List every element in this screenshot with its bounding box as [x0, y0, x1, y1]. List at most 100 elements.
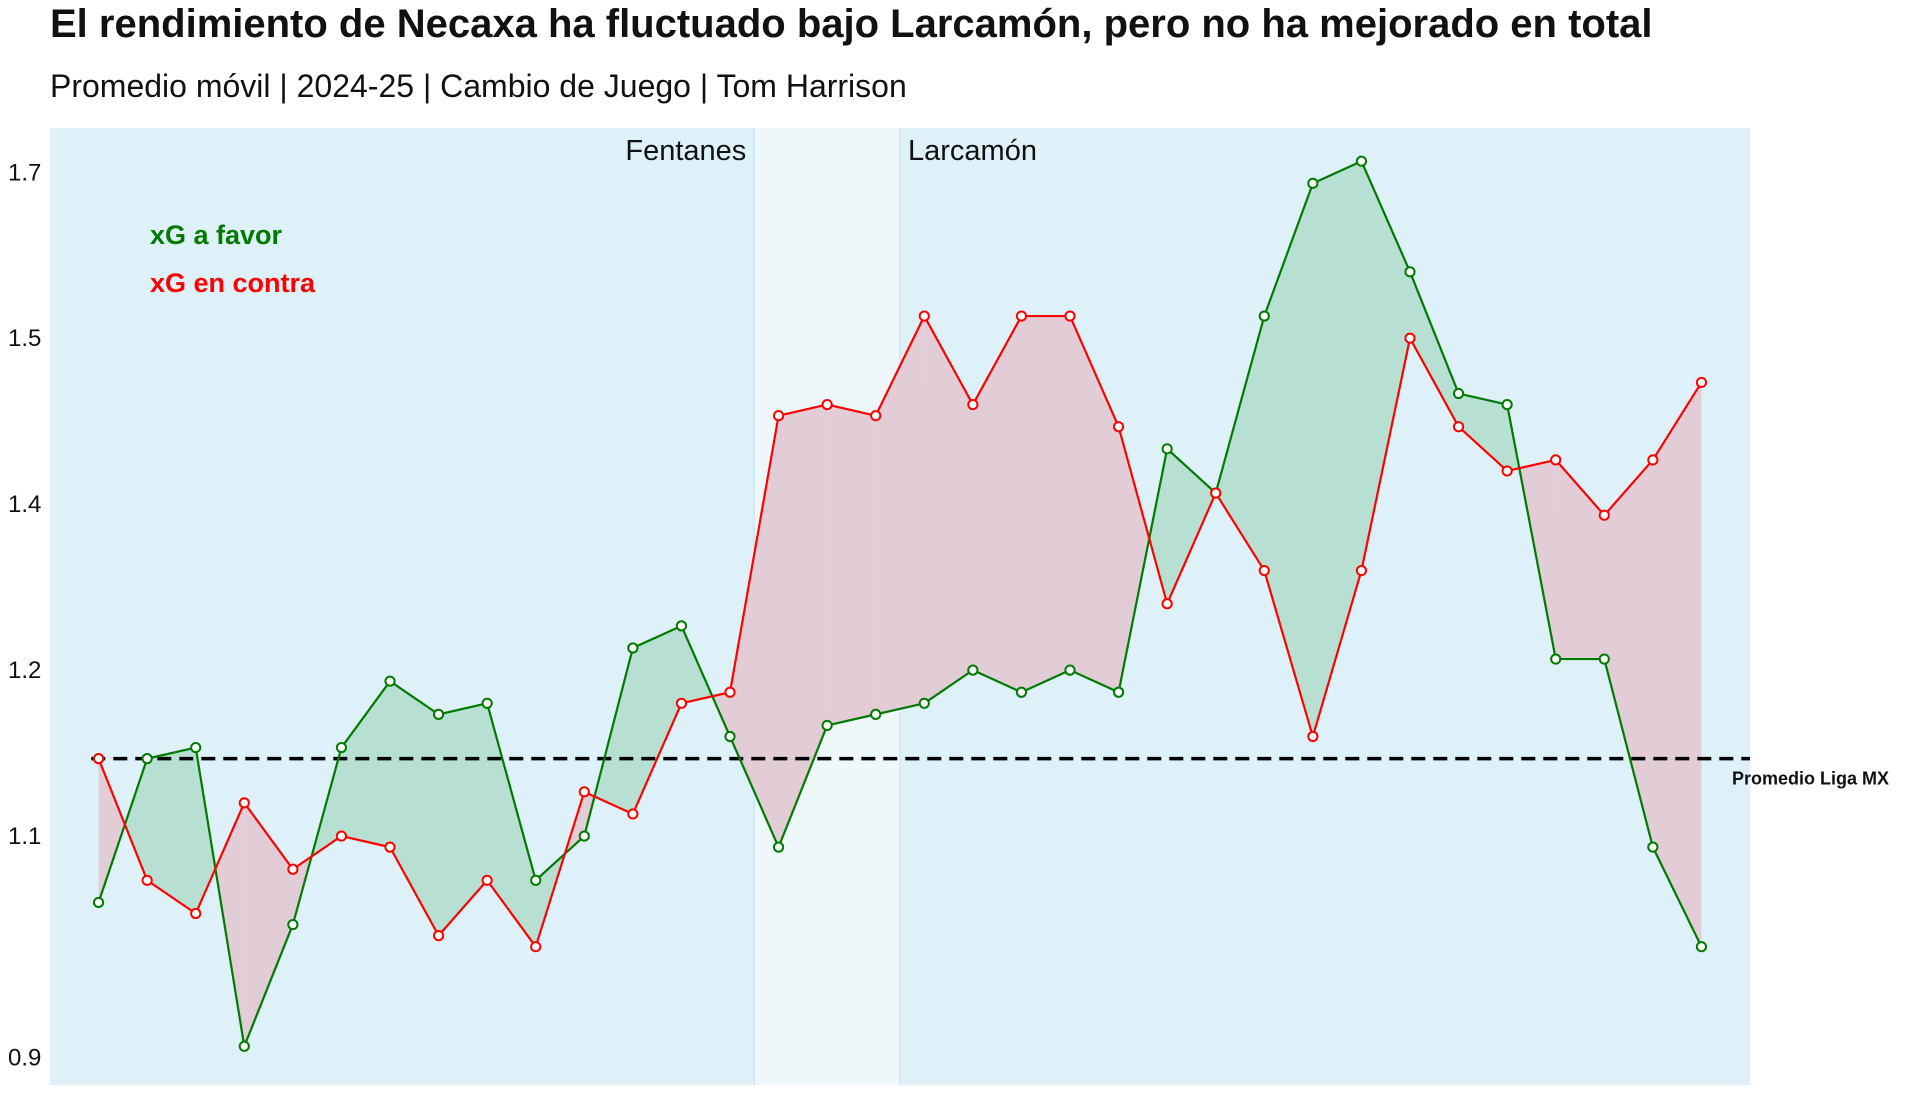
point-xg-en-contra-34: [1695, 376, 1708, 389]
legend-item-xg-a-favor: xG a favor: [150, 220, 283, 250]
legend-item-xg-en-contra: xG en contra: [150, 268, 316, 298]
area-segment-9: [487, 703, 536, 947]
area-segment-29: [1458, 393, 1508, 471]
point-xg-a-favor-9: [481, 697, 493, 709]
point-xg-a-favor-20: [1015, 686, 1028, 698]
area-segment-7: [390, 681, 439, 936]
point-xg-a-favor-8: [432, 708, 445, 720]
point-xg-a-favor-4: [238, 1040, 250, 1052]
area-segment-3a: [195, 747, 216, 914]
point-xg-en-contra-8: [432, 930, 445, 942]
point-xg-en-contra-20: [1015, 310, 1028, 322]
area-segment-14: [730, 415, 779, 848]
point-xg-en-contra-6: [335, 830, 348, 842]
area-segment-1a: [98, 758, 125, 903]
point-xg-en-contra-28: [1404, 332, 1416, 344]
area-segment-20: [1021, 316, 1070, 693]
point-xg-en-contra-22: [1112, 421, 1125, 433]
point-xg-en-contra-29: [1452, 421, 1465, 433]
y-tick-label-3: 1.2: [8, 657, 41, 684]
area-segment-15: [778, 404, 828, 848]
point-xg-a-favor-6: [335, 741, 348, 754]
point-xg-en-contra-16: [821, 398, 833, 411]
point-xg-en-contra-18: [918, 310, 930, 322]
point-xg-en-contra-25: [1258, 564, 1270, 577]
y-tick-label-4: 1.4: [8, 491, 41, 518]
area-segment-21: [1070, 316, 1119, 693]
area-segment-31: [1555, 459, 1605, 660]
point-xg-a-favor-2: [141, 753, 153, 765]
point-xg-en-contra-10: [530, 941, 542, 953]
point-xg-en-contra-32: [1598, 509, 1610, 521]
point-xg-a-favor-33: [1647, 841, 1659, 853]
chart-subtitle: Promedio móvil | 2024-25 | Cambio de Jue…: [50, 68, 907, 104]
area-segment-32: [1604, 459, 1653, 848]
y-tick-label-5: 1.5: [8, 325, 41, 352]
point-xg-a-favor-16: [821, 719, 833, 732]
point-xg-en-contra-13: [675, 697, 688, 709]
point-xg-en-contra-4: [238, 797, 250, 809]
y-axis: 0.9 1.1 1.2 1.4 1.5 1.7: [8, 159, 41, 1071]
point-xg-a-favor-18: [918, 697, 930, 709]
area-segment-27: [1361, 161, 1410, 571]
point-xg-a-favor-25: [1258, 310, 1270, 322]
reference-line-group: Promedio Liga MX: [91, 756, 1889, 789]
point-xg-en-contra-21: [1064, 310, 1076, 322]
period-label-fentanes: Fentanes: [625, 135, 746, 167]
series-line-xg-a-favor: [97, 160, 1703, 1048]
area-segment-18: [924, 316, 973, 704]
area-segment-22b: [1149, 448, 1168, 604]
point-xg-a-favor-29: [1452, 387, 1465, 400]
point-xg-a-favor-13: [675, 620, 688, 632]
chart-title: El rendimiento de Necaxa ha fluctuado ba…: [50, 2, 1653, 46]
point-xg-a-favor-32: [1598, 653, 1610, 665]
point-xg-en-contra-9: [481, 874, 493, 886]
series-lines: [97, 160, 1703, 1048]
point-xg-en-contra-3: [190, 907, 202, 920]
point-xg-a-favor-17: [870, 708, 882, 720]
area-segment-2: [147, 747, 196, 914]
point-xg-en-contra-2: [141, 874, 153, 886]
point-xg-en-contra-24: [1210, 487, 1222, 499]
point-xg-a-favor-14: [724, 730, 736, 743]
area-segment-19: [972, 316, 1022, 693]
area-segment-16: [827, 404, 876, 726]
y-tick-label-1: 0.9: [8, 1044, 41, 1071]
point-xg-en-contra-15: [772, 410, 785, 422]
point-xg-en-contra-33: [1647, 454, 1659, 466]
area-segment-4: [244, 802, 293, 1047]
point-xg-en-contra-17: [870, 410, 882, 422]
area-segment-8: [438, 703, 488, 936]
point-xg-en-contra-5: [287, 863, 299, 875]
area-segment-3b: [215, 802, 245, 1047]
y-tick-label-6: 1.7: [8, 159, 41, 186]
area-segment-6: [341, 681, 390, 848]
point-xg-en-contra-31: [1550, 454, 1562, 466]
point-xg-en-contra-19: [967, 398, 979, 411]
area-segment-22a: [1118, 426, 1150, 693]
point-xg-a-favor-15: [772, 841, 785, 853]
point-xg-a-favor-27: [1355, 155, 1368, 167]
y-tick-label-2: 1.1: [8, 823, 41, 850]
point-xg-en-contra-26: [1307, 730, 1319, 743]
point-xg-a-favor-19: [967, 664, 979, 676]
point-xg-a-favor-30: [1501, 398, 1513, 411]
period-label-larcamon: Larcamón: [908, 135, 1037, 167]
point-xg-en-contra-12: [627, 808, 639, 820]
point-xg-a-favor-34: [1695, 941, 1708, 953]
point-xg-a-favor-11: [578, 830, 590, 842]
area-segment-23: [1167, 448, 1216, 604]
point-xg-a-favor-12: [627, 642, 639, 654]
point-xg-a-favor-10: [530, 874, 542, 886]
point-xg-en-contra-11: [578, 786, 590, 798]
point-xg-en-contra-7: [384, 841, 396, 853]
area-segment-24: [1215, 316, 1265, 571]
point-xg-en-contra-1: [92, 753, 105, 765]
period-band-1: [50, 128, 755, 1085]
area-segment-25: [1264, 183, 1313, 737]
point-xg-a-favor-31: [1550, 653, 1562, 665]
point-xg-a-favor-1: [92, 896, 105, 909]
point-xg-a-favor-22: [1112, 686, 1125, 698]
area-segment-1b: [124, 758, 148, 881]
